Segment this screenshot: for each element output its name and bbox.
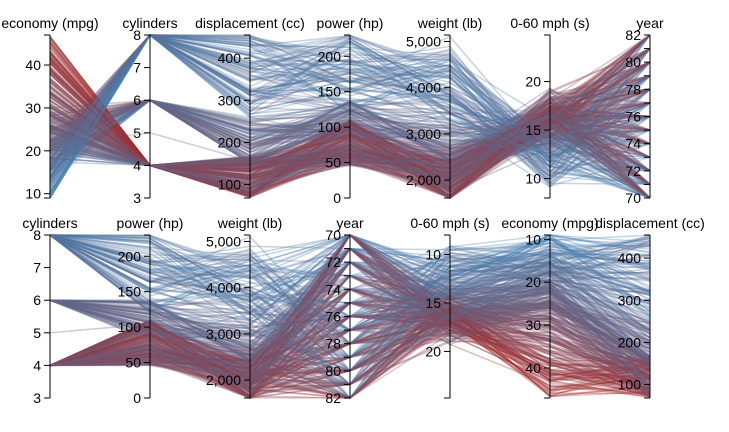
tick-label: 0 [333,190,341,206]
tick-label: 15 [525,122,541,138]
tick-label: 82 [625,27,641,43]
tick-label: 70 [325,227,341,243]
tick-label: 10 [25,186,41,202]
tick-label: 10 [525,231,541,247]
axis-weight-lb: 2,000 3,000 4,000 5,000 weight (lb) [406,15,483,199]
axis-title: power (hp) [117,215,184,231]
tick-label: 80 [625,54,641,70]
tick-label: 30 [525,317,541,333]
tick-label: 72 [625,163,641,179]
tick-label: 150 [318,84,342,100]
axis-economy-mpg: 10 20 30 40 economy (mpg) [1,15,98,202]
tick-label: 100 [618,377,642,393]
axis-title: economy (mpg) [501,215,598,231]
axis-displacement-cc: 100 200 300 400 displacement (cc) [595,215,705,399]
tick-label: 78 [325,336,341,352]
tick-label: 80 [325,363,341,379]
axis-title: weight (lb) [417,15,483,31]
tick-label: 20 [425,343,441,359]
tick-label: 5 [33,325,41,341]
tick-label: 2,000 [206,372,241,388]
tick-label: 78 [625,81,641,97]
tick-label: 4 [33,357,41,373]
tick-label: 5 [133,125,141,141]
tick-label: 20 [525,74,541,90]
tick-label: 50 [325,155,341,171]
axis-economy-mpg: 10 20 30 40 economy (mpg) [501,215,599,399]
tick-label: 7 [33,260,41,276]
tick-label: 10 [525,171,541,187]
axis-title: power (hp) [317,15,384,31]
tick-label: 6 [133,92,141,108]
axis-title: weight (lb) [217,215,283,231]
tick-label: 150 [118,284,142,300]
axis-title: 0-60 mph (s) [410,215,489,231]
tick-label: 0 [133,390,141,406]
tick-label: 40 [25,57,41,73]
tick-label: 400 [618,250,642,266]
tick-label: 20 [25,143,41,159]
axis-weight-lb: 2,000 3,000 4,000 5,000 weight (lb) [206,215,283,399]
tick-label: 30 [25,100,41,116]
tick-label: 100 [118,319,142,335]
tick-label: 50 [125,355,141,371]
tick-label: 6 [33,292,41,308]
tick-label: 400 [218,50,242,66]
axis-year: 70 72 74 76 78 80 82 year [325,215,364,406]
tick-label: 10 [425,246,441,262]
axis-title: year [636,15,664,31]
tick-label: 300 [218,92,242,108]
tick-label: 70 [625,190,641,206]
tick-label: 15 [425,295,441,311]
axis-title: economy (mpg) [1,15,98,31]
tick-label: 3,000 [206,326,241,342]
tick-label: 20 [525,274,541,290]
tick-label: 4,000 [406,80,441,96]
tick-label: 100 [218,177,242,193]
tick-label: 2,000 [406,172,441,188]
tick-label: 76 [625,109,641,125]
tick-label: 3 [33,390,41,406]
tick-label: 82 [325,390,341,406]
tick-label: 8 [33,227,41,243]
axis-title: cylinders [122,15,177,31]
axis-title: displacement (cc) [195,15,305,31]
tick-label: 5,000 [206,233,241,249]
tick-label: 3,000 [406,126,441,142]
tick-label: 100 [318,119,342,135]
axis-displacement-cc: 100 200 300 400 displacement (cc) [195,15,305,199]
tick-label: 72 [325,254,341,270]
tick-label: 74 [625,136,641,152]
axis-title: 0-60 mph (s) [510,15,589,31]
tick-label: 200 [318,48,342,64]
tick-label: 4,000 [206,280,241,296]
tick-label: 8 [133,27,141,43]
tick-label: 5,000 [406,33,441,49]
tick-label: 74 [325,281,341,297]
tick-label: 200 [218,134,242,150]
tick-label: 300 [618,292,642,308]
tick-label: 200 [618,334,642,350]
axis-title: displacement (cc) [595,215,705,231]
tick-label: 40 [525,360,541,376]
tick-label: 4 [133,157,141,173]
axis-0-60-mph-s: 10 15 20 0-60 mph (s) [410,215,490,399]
axis-power-hp: 0 50 100 150 200 power (hp) [317,15,384,206]
tick-label: 3 [133,190,141,206]
axis-0-60-mph-s: 10 15 20 0-60 mph (s) [510,15,590,199]
tick-label: 200 [118,248,142,264]
axis-power-hp: 0 50 100 150 200 power (hp) [117,215,184,406]
tick-label: 76 [325,309,341,325]
tick-label: 7 [133,60,141,76]
axis-title: year [336,215,364,231]
axis-title: cylinders [22,215,77,231]
